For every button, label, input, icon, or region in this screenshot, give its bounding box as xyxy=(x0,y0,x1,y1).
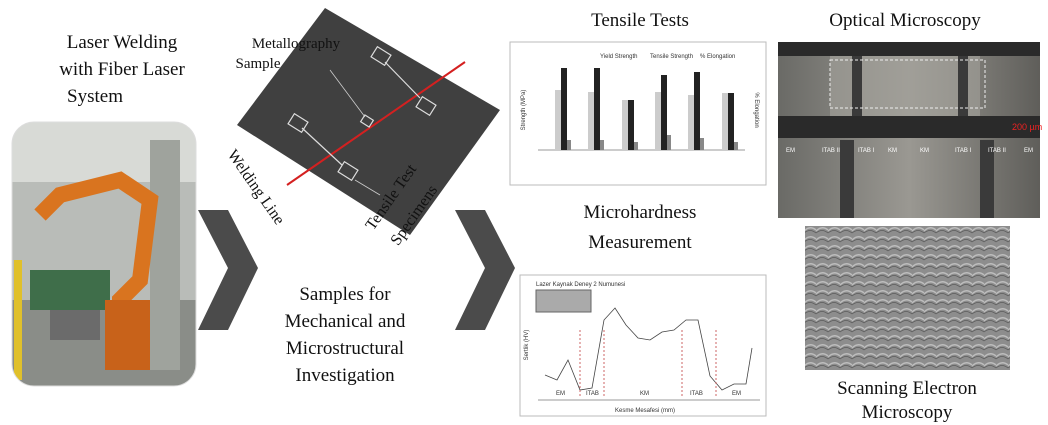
tensile-title: Tensile Tests xyxy=(591,10,689,31)
arrow xyxy=(198,210,258,330)
legend-entry: % Elongation xyxy=(700,54,735,60)
zone-label: ITAB xyxy=(586,391,599,397)
title-line: Laser Welding xyxy=(67,32,178,53)
optical-title: Optical Microscopy xyxy=(829,10,981,31)
caption-line: Mechanical and xyxy=(285,311,406,332)
zone-label: ITAB xyxy=(690,391,703,397)
figure: Laser Welding with Fiber Laser System xyxy=(0,0,1048,425)
zone-label: EM xyxy=(1024,148,1033,154)
arrow xyxy=(455,210,515,330)
optical-image: 200 µm EM ITAB II ITAB I KM KM ITAB I IT… xyxy=(778,42,1042,218)
microhardness-title: Measurement xyxy=(588,232,692,253)
zone-label: ITAB II xyxy=(822,148,840,154)
y-axis-label: Strength (MPa) xyxy=(521,90,527,131)
zone-label: KM xyxy=(888,148,897,154)
caption-line: Samples for xyxy=(299,284,391,305)
zone-label: EM xyxy=(786,148,795,154)
title-line: System xyxy=(67,86,123,107)
x-axis-label: Kesme Mesafesi (mm) xyxy=(615,408,675,414)
legend-entry: Tensile Strength xyxy=(650,54,693,60)
title-line: with Fiber Laser xyxy=(59,59,185,80)
caption-line: Investigation xyxy=(295,365,395,386)
caption-line: Microstructural xyxy=(286,338,404,359)
sem-title: Scanning Electron xyxy=(837,378,977,399)
scale-label: 200 µm xyxy=(1012,122,1042,132)
microhardness-title: Microhardness xyxy=(584,202,697,223)
robot-photo xyxy=(12,122,196,386)
sem-image xyxy=(805,226,1010,370)
tensile-chart: Yield Strength Tensile Strength % Elonga… xyxy=(510,42,766,185)
samples-caption: Samples for Mechanical and Microstructur… xyxy=(285,284,406,386)
zone-label: KM xyxy=(920,148,929,154)
legend-entry: Yield Strength xyxy=(600,54,637,60)
zone-label: EM xyxy=(556,391,565,397)
microhardness-chart: Lazer Kaynak Deney 2 Numunesi Sertlik (H… xyxy=(520,275,766,416)
zone-label: ITAB I xyxy=(955,148,972,154)
y-axis-label: Sertlik (HV) xyxy=(524,330,530,361)
zone-label: EM xyxy=(732,391,741,397)
laser-welding-title: Laser Welding with Fiber Laser System xyxy=(59,32,185,107)
y2-axis-label: % Elongation xyxy=(753,92,759,127)
sem-title: Microscopy xyxy=(862,402,953,423)
metallography-label: Metallography xyxy=(252,36,341,52)
zone-label: ITAB I xyxy=(858,148,875,154)
chart-title: Lazer Kaynak Deney 2 Numunesi xyxy=(536,282,625,288)
zone-label: ITAB II xyxy=(988,148,1006,154)
metallography-label: Sample xyxy=(236,56,281,72)
zone-label: KM xyxy=(640,391,649,397)
welding-line-label: Welding Line xyxy=(224,147,288,228)
